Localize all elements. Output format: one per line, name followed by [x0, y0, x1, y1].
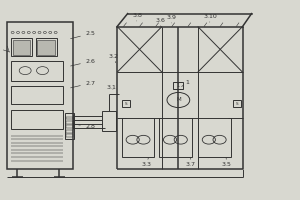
Bar	[11, 38, 32, 56]
Bar	[11, 61, 63, 81]
Bar	[66, 117, 73, 119]
Text: S: S	[124, 102, 127, 106]
Bar	[66, 130, 73, 133]
Text: 2.5: 2.5	[70, 31, 96, 39]
Text: 3.5: 3.5	[222, 158, 232, 167]
Text: S: S	[236, 102, 238, 106]
Bar	[233, 100, 242, 107]
Bar	[11, 110, 63, 129]
Text: 3.9: 3.9	[167, 15, 176, 23]
Bar	[173, 82, 183, 89]
Bar	[65, 113, 74, 139]
Bar	[11, 86, 63, 104]
Text: 3.8: 3.8	[132, 13, 142, 21]
Text: 3.10: 3.10	[204, 14, 218, 22]
Bar	[66, 134, 73, 137]
Text: 3.2: 3.2	[108, 54, 118, 63]
Bar	[66, 121, 73, 124]
Bar	[159, 118, 192, 157]
Text: 2.7: 2.7	[70, 81, 96, 88]
Bar	[13, 40, 30, 55]
Text: 2.8: 2.8	[75, 124, 96, 129]
Bar	[7, 22, 73, 169]
Text: 3.1: 3.1	[107, 85, 117, 90]
Bar	[102, 111, 116, 131]
Text: 2.6: 2.6	[70, 59, 96, 66]
Bar	[122, 100, 130, 107]
Bar	[38, 40, 55, 55]
Text: 3.6: 3.6	[156, 18, 166, 27]
Text: 3.3: 3.3	[141, 158, 151, 167]
Bar	[66, 125, 73, 128]
Text: 1: 1	[182, 80, 190, 86]
Text: 1: 1	[177, 83, 180, 88]
Bar	[36, 38, 57, 56]
Text: M: M	[176, 97, 181, 102]
Text: 3.7: 3.7	[186, 158, 196, 167]
Bar	[198, 118, 231, 157]
Bar	[122, 118, 154, 157]
